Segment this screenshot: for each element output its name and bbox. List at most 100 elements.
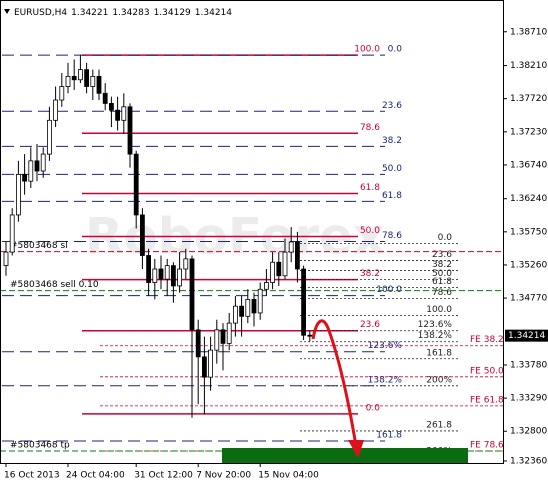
candle-body xyxy=(90,75,96,87)
candle-body xyxy=(53,99,58,121)
y-tick-label: 1.32800 xyxy=(510,427,547,437)
level-label: FE 38.2 xyxy=(470,335,504,345)
level-label: 161.8 xyxy=(376,430,402,440)
x-tick-label: 24 Oct 04:00 xyxy=(66,471,125,481)
x-tick-label: 16 Oct 2013 xyxy=(4,471,60,481)
symbol: EURUSD,H4 xyxy=(14,8,67,18)
candle-body xyxy=(78,69,83,81)
y-tick-label: 1.33290 xyxy=(510,394,547,404)
level-label: 161.8 xyxy=(426,348,452,358)
candle-body xyxy=(96,75,102,94)
price-tag xyxy=(505,329,548,342)
y-tick-label: 1.34770 xyxy=(510,294,547,304)
candle-body xyxy=(282,251,288,277)
level-label: 61.8 xyxy=(432,277,452,287)
y-tick-label: 1.38210 xyxy=(510,61,547,71)
order-label: #5803468 sl xyxy=(10,241,68,251)
candle-body xyxy=(251,299,257,314)
x-tick-label: 15 Nov 04:00 xyxy=(258,471,319,481)
close: 1.34214 xyxy=(195,8,232,18)
level-label: 100.0 xyxy=(426,305,452,315)
open: 1.34221 xyxy=(71,8,108,18)
level-label: 261.8 xyxy=(426,420,452,430)
level-label: 78.6 xyxy=(382,231,402,241)
level-label: 61.8 xyxy=(382,191,402,201)
candle-body xyxy=(220,329,226,344)
candle-body xyxy=(257,288,263,314)
header: EURUSD,H4 1.34221 1.34283 1.34129 1.34214 xyxy=(14,8,232,18)
candle-body xyxy=(40,153,46,172)
level-label: FE 78.6 xyxy=(470,440,504,450)
y-tick-label: 1.37720 xyxy=(510,94,547,104)
level-label: 123.6% xyxy=(368,341,403,351)
candle-body xyxy=(177,268,183,287)
candle-body xyxy=(195,329,201,358)
level-label: 138.2% xyxy=(368,375,403,385)
candle-body xyxy=(139,214,145,256)
level-label: 23.6 xyxy=(360,320,380,330)
y-tick-label: 1.35750 xyxy=(510,227,547,237)
level-label: 138.2% xyxy=(418,331,453,341)
candle-body xyxy=(115,109,120,121)
level-label: 78.6 xyxy=(432,288,452,298)
plot-layer: 100.078.661.850.038.223.60.00.023.638.25… xyxy=(0,45,504,458)
level-label: 0.0 xyxy=(438,233,453,243)
level-label: 50.0 xyxy=(360,226,380,236)
candle-body xyxy=(288,241,294,253)
candle-body xyxy=(152,268,158,283)
low: 1.34129 xyxy=(154,8,191,18)
candle-body xyxy=(201,356,207,378)
y-tick-label: 1.35260 xyxy=(510,260,547,270)
tp-zone xyxy=(222,448,468,463)
order-label: #5803468 tp xyxy=(10,440,70,450)
candle-body xyxy=(239,305,245,317)
level-label: 38.2 xyxy=(360,269,380,279)
candle-body xyxy=(270,261,276,283)
level-label: 38.2 xyxy=(382,136,402,146)
candle-body xyxy=(183,258,189,270)
candle-body xyxy=(170,265,176,287)
candle-body xyxy=(226,322,232,344)
candle-body xyxy=(301,268,307,336)
arrow-head xyxy=(348,440,364,458)
collapse-icon xyxy=(4,9,10,14)
candle-body xyxy=(158,268,164,280)
x-tick-label: 7 Nov 20:00 xyxy=(196,471,251,481)
level-label: 200% xyxy=(426,375,452,385)
level-label: 0.0 xyxy=(366,403,381,413)
candle-body xyxy=(294,241,300,270)
price-tag-label: 1.34214 xyxy=(508,331,545,341)
candle-body xyxy=(84,69,89,87)
candle-body xyxy=(164,265,170,280)
candle-body xyxy=(146,255,152,283)
level-label: 23.6 xyxy=(382,101,402,111)
level-label: 50.0 xyxy=(382,164,402,174)
candle-body xyxy=(208,349,214,378)
candle-body xyxy=(307,334,313,337)
level-label: 61.8 xyxy=(360,183,380,193)
level-label: 23.6 xyxy=(432,250,452,260)
y-tick-label: 1.32360 xyxy=(510,456,547,466)
level-label: 78.6 xyxy=(360,123,380,133)
y-tick-label: 1.38710 xyxy=(510,27,547,37)
candle-body xyxy=(22,173,28,182)
high: 1.34283 xyxy=(112,8,149,18)
candle-body xyxy=(276,261,282,277)
candle-body xyxy=(263,282,269,290)
order-label: #5803468 sell 0.10 xyxy=(10,280,99,290)
candle-body xyxy=(109,103,114,111)
candle-body xyxy=(15,173,21,216)
candle-body xyxy=(214,329,220,351)
candle-body xyxy=(28,160,34,182)
level-label: 100.0 xyxy=(354,45,380,55)
candle-body xyxy=(65,75,71,87)
candle-body xyxy=(59,86,65,101)
forecast-arrow xyxy=(311,319,358,447)
y-tick-label: 1.33780 xyxy=(510,360,547,370)
y-tick-label: 1.37230 xyxy=(510,127,547,137)
y-tick-label: 1.36740 xyxy=(510,160,547,170)
level-label: 38.2 xyxy=(432,260,452,270)
level-label: 123.6% xyxy=(418,320,453,330)
